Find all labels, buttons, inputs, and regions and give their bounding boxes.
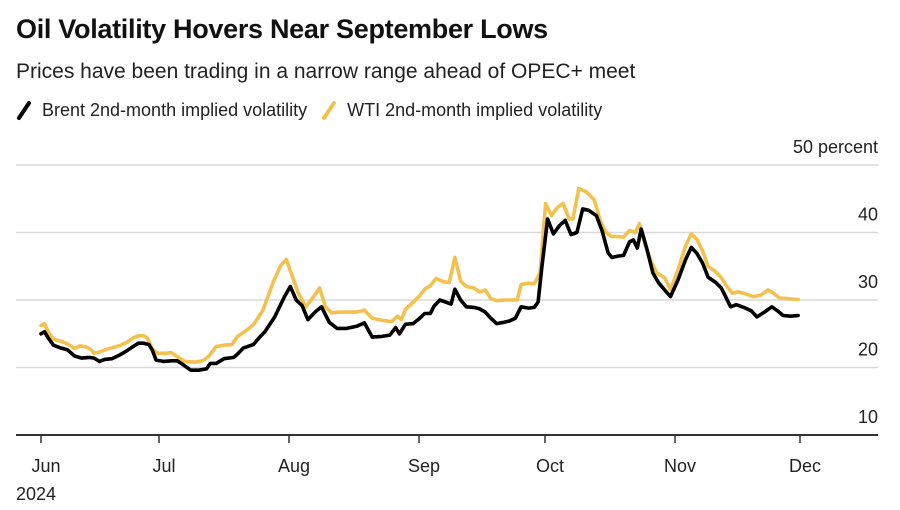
series-line-wti <box>39 186 800 364</box>
legend-swatch-brent <box>17 101 31 120</box>
x-tick-label-nov: Nov <box>664 456 696 476</box>
x-tick-label-aug: Aug <box>278 456 310 476</box>
series-lines <box>39 186 800 372</box>
y-axis-labels: 50 percent 40 30 20 10 <box>793 137 878 427</box>
y-tick-label-40: 40 <box>858 205 878 225</box>
y-tick-label-50: 50 percent <box>793 137 878 157</box>
legend-item-wti: WTI 2nd-month implied volatility <box>321 99 602 121</box>
gridlines <box>16 164 878 369</box>
legend-swatch-wti <box>322 101 337 120</box>
x-tick-label-jun: Jun <box>31 456 60 476</box>
series-line-brent <box>39 207 800 372</box>
y-tick-label-10: 10 <box>858 407 878 427</box>
x-tick-label-oct: Oct <box>536 456 564 476</box>
legend-item-brent: Brent 2nd-month implied volatility <box>16 99 307 121</box>
x-tick-sublabel-year: 2024 <box>16 484 56 504</box>
x-axis: Jun 2024 Jul Aug Sep Oct Nov Dec <box>16 434 878 504</box>
x-tick-label-jul: Jul <box>152 456 175 476</box>
chart-subtitle: Prices have been trading in a narrow ran… <box>16 60 636 83</box>
x-tick-label-dec: Dec <box>789 456 821 476</box>
y-tick-label-30: 30 <box>858 272 878 292</box>
chart-title: Oil Volatility Hovers Near September Low… <box>16 14 548 44</box>
y-tick-label-20: 20 <box>858 340 878 360</box>
x-tick-label-sep: Sep <box>408 456 440 476</box>
legend-label-wti: WTI 2nd-month implied volatility <box>347 99 603 120</box>
legend: Brent 2nd-month implied volatility WTI 2… <box>16 99 616 121</box>
legend-label-brent: Brent 2nd-month implied volatility <box>42 99 308 120</box>
